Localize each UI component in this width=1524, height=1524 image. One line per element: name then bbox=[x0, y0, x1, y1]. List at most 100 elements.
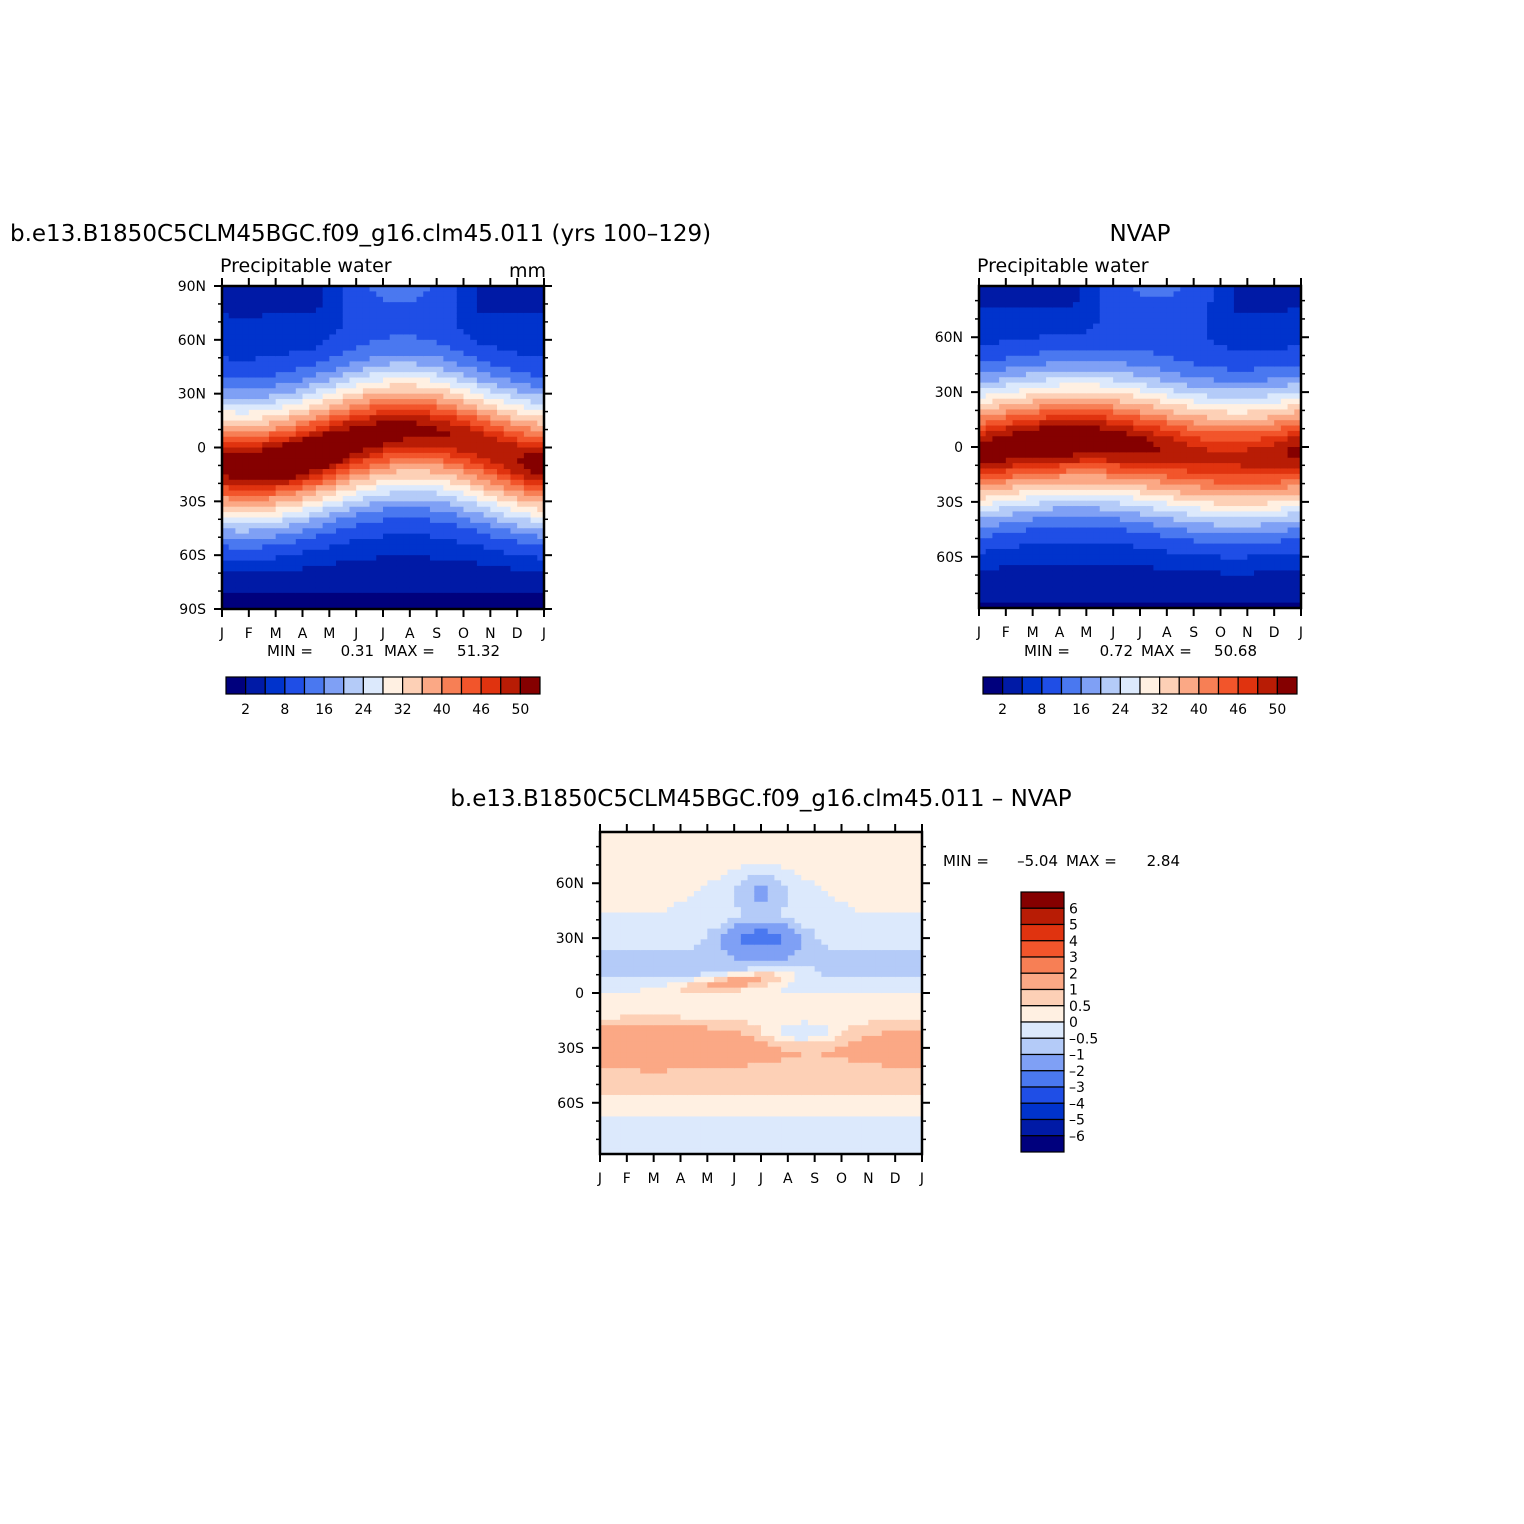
contour-cell bbox=[463, 598, 471, 605]
contour-cell bbox=[1032, 420, 1040, 427]
contour-cell bbox=[490, 415, 498, 422]
contour-cell bbox=[1072, 436, 1081, 443]
contour-cell bbox=[985, 393, 994, 400]
contour-cell bbox=[1106, 559, 1114, 566]
contour-cell bbox=[537, 571, 545, 578]
contour-cell bbox=[463, 334, 471, 341]
contour-cell bbox=[383, 334, 391, 341]
contour-cell bbox=[429, 565, 438, 572]
contour-cell bbox=[979, 323, 987, 330]
contour-cell bbox=[1086, 554, 1094, 561]
contour-cell bbox=[530, 452, 538, 459]
contour-cell bbox=[342, 549, 351, 556]
contour-cell bbox=[275, 452, 283, 459]
contour-cell bbox=[1186, 532, 1195, 539]
contour-cell bbox=[262, 329, 270, 336]
contour-cell bbox=[228, 506, 237, 513]
contour-cell bbox=[1173, 328, 1181, 335]
contour-cell bbox=[376, 598, 384, 605]
contour-cell bbox=[1186, 565, 1195, 572]
x-tick-label: J bbox=[219, 626, 224, 642]
contour-cell bbox=[336, 506, 344, 513]
contour-cell bbox=[268, 404, 277, 411]
contour-cell bbox=[376, 312, 384, 319]
contour-cell bbox=[456, 458, 465, 465]
contour-cell bbox=[362, 377, 371, 384]
contour-cell bbox=[463, 490, 471, 497]
contour-cell bbox=[1106, 506, 1114, 512]
contour-cell bbox=[369, 571, 377, 578]
contour-cell bbox=[1019, 527, 1027, 534]
contour-cell bbox=[423, 565, 431, 572]
contour-cell bbox=[1153, 575, 1161, 582]
contour-cell bbox=[1086, 495, 1094, 502]
contour-cell bbox=[1032, 323, 1040, 330]
contour-cell bbox=[228, 533, 237, 540]
contour-cell bbox=[268, 415, 277, 422]
contour-cell bbox=[289, 528, 297, 535]
contour-cell bbox=[275, 565, 283, 572]
contour-cell bbox=[403, 463, 411, 470]
contour-cell bbox=[1032, 312, 1040, 319]
contour-cell bbox=[389, 404, 398, 411]
contour-cell bbox=[416, 555, 424, 562]
contour-cell bbox=[309, 587, 317, 594]
contour-cell bbox=[275, 474, 283, 481]
contour-cell bbox=[329, 312, 337, 319]
contour-cell bbox=[248, 388, 257, 395]
contour-cell bbox=[1019, 425, 1027, 432]
contour-cell bbox=[389, 334, 398, 341]
contour-cell bbox=[1012, 500, 1020, 507]
contour-cell bbox=[222, 555, 230, 562]
contour-cell bbox=[523, 571, 532, 578]
contour-cell bbox=[1180, 586, 1188, 593]
contour-cell bbox=[1072, 489, 1081, 496]
contour-cell bbox=[436, 366, 444, 373]
contour-cell bbox=[376, 495, 384, 502]
contour-cell bbox=[383, 582, 391, 589]
contour-cell bbox=[1186, 312, 1195, 319]
contour-cell bbox=[423, 598, 431, 605]
contour-cell bbox=[1059, 355, 1067, 362]
contour-cell bbox=[436, 431, 444, 438]
contour-cell bbox=[262, 420, 270, 427]
contour-cell bbox=[262, 382, 270, 389]
contour-cell bbox=[443, 495, 451, 502]
contour-cell bbox=[1079, 409, 1087, 416]
contour-cell bbox=[1039, 291, 1047, 298]
contour-cell bbox=[282, 296, 290, 303]
contour-cell bbox=[315, 307, 324, 314]
contour-cell bbox=[1173, 489, 1181, 496]
contour-cell bbox=[302, 286, 310, 292]
contour-cell bbox=[503, 323, 512, 330]
contour-cell bbox=[1140, 447, 1148, 453]
contour-cell bbox=[235, 361, 243, 368]
contour-cell bbox=[490, 307, 498, 314]
contour-cell bbox=[999, 371, 1007, 378]
contour-cell bbox=[222, 517, 230, 524]
contour-cell bbox=[1059, 602, 1067, 609]
contour-cell bbox=[1146, 447, 1155, 453]
contour-cell bbox=[1173, 575, 1181, 582]
contour-cell bbox=[1119, 393, 1128, 400]
contour-cell bbox=[1046, 500, 1054, 507]
contour-cell bbox=[268, 409, 277, 416]
contour-cell bbox=[1079, 532, 1087, 539]
contour-cell bbox=[1166, 291, 1175, 298]
contour-cell bbox=[1186, 318, 1195, 325]
contour-cell bbox=[268, 490, 277, 497]
contour-cell bbox=[423, 603, 431, 610]
contour-cell bbox=[1146, 565, 1155, 572]
contour-cell bbox=[423, 549, 431, 556]
contour-cell bbox=[235, 393, 243, 400]
contour-cell bbox=[315, 323, 324, 330]
contour-cell bbox=[510, 582, 518, 589]
contour-cell bbox=[530, 603, 538, 610]
contour-cell bbox=[1046, 409, 1054, 416]
contour-cell bbox=[336, 560, 344, 567]
contour-cell bbox=[389, 393, 398, 400]
contour-cell bbox=[1066, 452, 1074, 459]
contour-cell bbox=[1160, 291, 1168, 298]
contour-cell bbox=[1025, 350, 1034, 357]
contour-cell bbox=[262, 528, 270, 535]
